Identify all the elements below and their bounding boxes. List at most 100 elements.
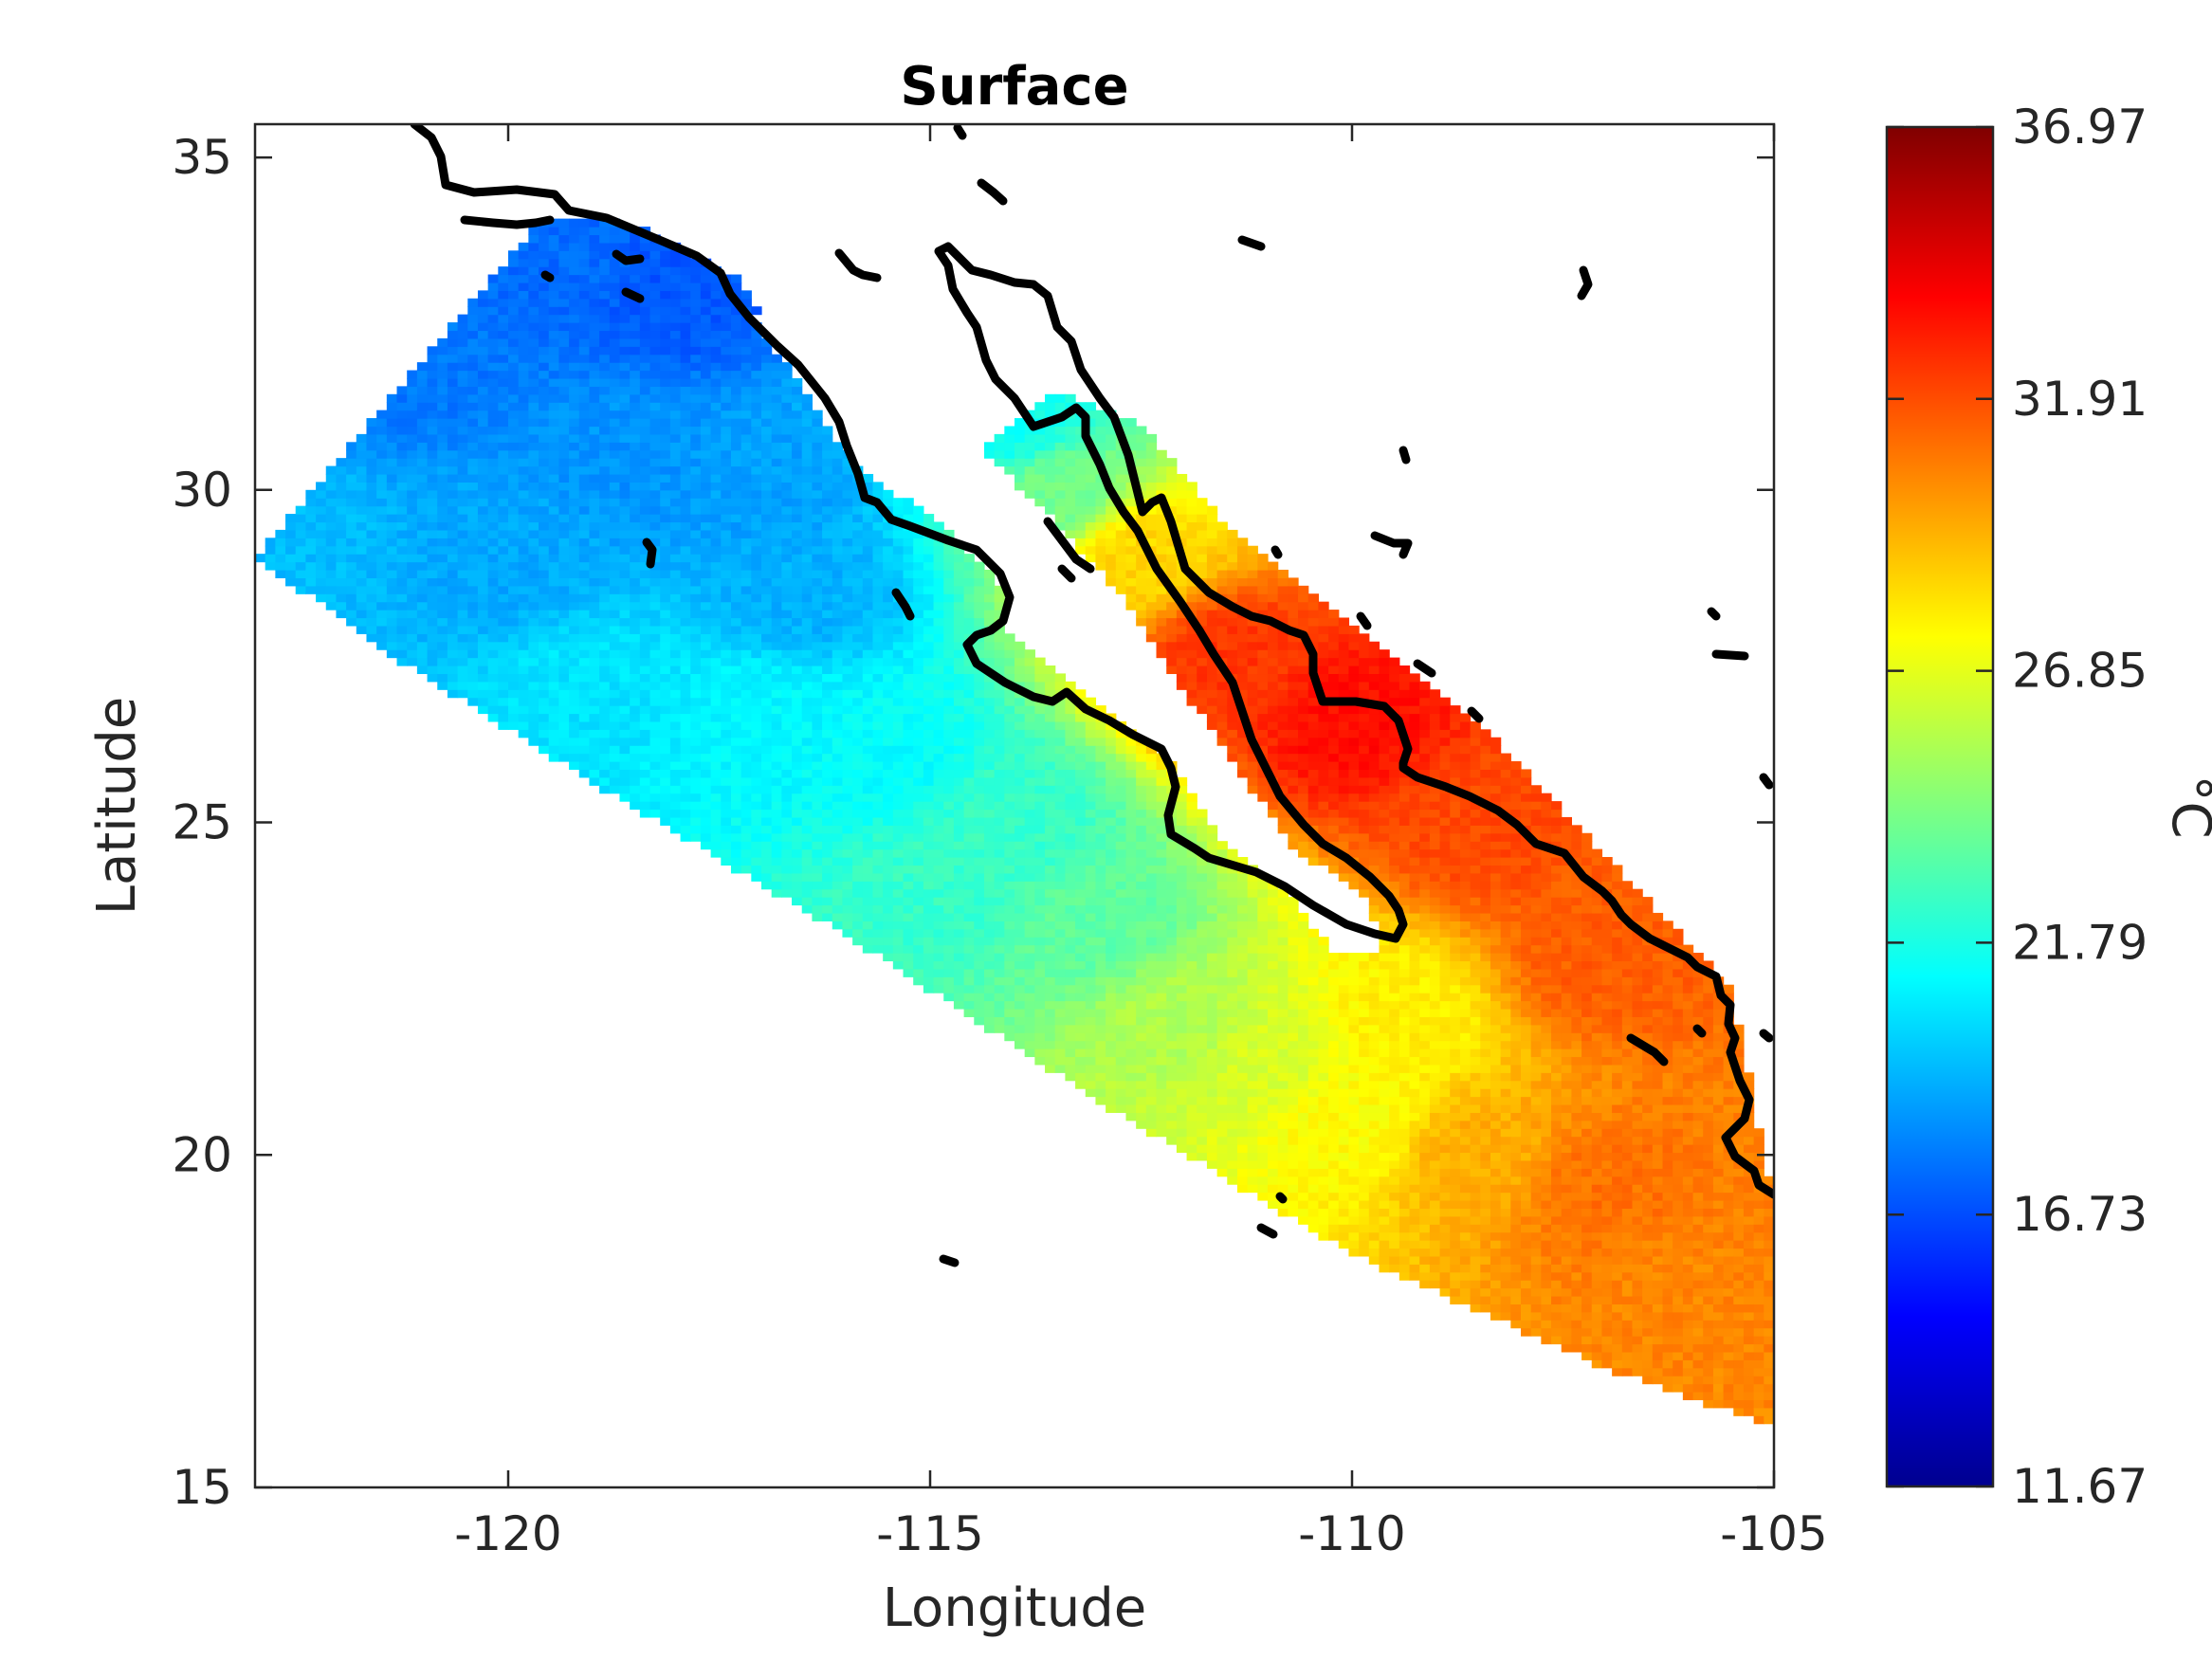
heatmap-cell — [852, 529, 864, 538]
heatmap-cell — [498, 577, 509, 587]
heatmap-cell — [822, 617, 833, 627]
heatmap-cell — [1136, 745, 1147, 755]
heatmap-cell — [923, 545, 935, 555]
heatmap-cell — [1075, 937, 1087, 946]
heatmap-cell — [619, 306, 631, 316]
heatmap-cell — [801, 865, 813, 874]
heatmap-cell — [792, 881, 803, 890]
heatmap-cell — [539, 330, 550, 339]
heatmap-cell — [710, 689, 722, 699]
heatmap-cell — [619, 234, 631, 244]
heatmap-cell — [1106, 442, 1117, 451]
heatmap-cell — [943, 809, 955, 818]
heatmap-cell — [832, 857, 844, 866]
heatmap-cell — [316, 498, 327, 507]
heatmap-cell — [974, 649, 985, 659]
heatmap-cell — [1095, 793, 1106, 802]
heatmap-cell — [1075, 1008, 1087, 1017]
heatmap-cell — [539, 737, 550, 746]
heatmap-cell — [710, 593, 722, 603]
heatmap-cell — [822, 697, 833, 706]
heatmap-cell — [1004, 960, 1015, 970]
heatmap-cell — [923, 705, 935, 715]
heatmap-cell — [994, 681, 1005, 690]
heatmap-cell — [862, 816, 874, 826]
heatmap-cell — [447, 393, 459, 403]
heatmap-cell — [589, 705, 600, 715]
heatmap-cell — [1075, 1048, 1087, 1058]
heatmap-cell — [548, 625, 559, 634]
heatmap-cell — [822, 745, 833, 755]
heatmap-cell — [842, 554, 853, 563]
heatmap-cell — [842, 697, 853, 706]
heatmap-cell — [933, 761, 944, 771]
heatmap-cell — [599, 290, 611, 300]
heatmap-cell — [700, 554, 712, 563]
heatmap-cell — [963, 921, 975, 930]
heatmap-cell — [883, 737, 894, 746]
heatmap-cell — [710, 801, 722, 811]
heatmap-cell — [487, 330, 499, 339]
heatmap-cell — [721, 402, 732, 411]
heatmap-cell — [771, 705, 782, 715]
heatmap-cell — [1095, 984, 1106, 994]
heatmap-cell — [660, 633, 671, 643]
heatmap-cell — [862, 737, 874, 746]
heatmap-cell — [710, 554, 722, 563]
heatmap-cell — [781, 761, 793, 771]
heatmap-cell — [649, 274, 661, 283]
heatmap-cell — [558, 458, 570, 467]
heatmap-cell — [558, 753, 570, 762]
heatmap-cell — [669, 785, 682, 794]
heatmap-cell — [1054, 928, 1066, 938]
heatmap-cell — [467, 545, 479, 555]
heatmap-cell — [792, 769, 803, 778]
heatmap-cell — [801, 505, 813, 515]
heatmap-cell — [963, 793, 975, 802]
heatmap-cell — [589, 521, 600, 531]
heatmap-cell — [943, 897, 955, 906]
heatmap-cell — [842, 713, 853, 722]
heatmap-cell — [903, 793, 914, 802]
heatmap-cell — [427, 665, 438, 675]
heatmap-cell — [508, 610, 520, 619]
heatmap-cell — [639, 377, 651, 387]
heatmap-cell — [1106, 1040, 1117, 1049]
heatmap-cell — [761, 545, 773, 555]
heatmap-cell — [275, 561, 286, 571]
heatmap-cell — [1004, 1000, 1015, 1010]
heatmap-cell — [710, 393, 722, 403]
heatmap-cell — [569, 282, 580, 291]
heatmap-cell — [974, 841, 985, 850]
heatmap-cell — [963, 610, 975, 619]
heatmap-cell — [539, 258, 550, 267]
heatmap-cell — [852, 649, 864, 659]
heatmap-cell — [1024, 465, 1035, 475]
heatmap-cell — [943, 545, 955, 555]
heatmap-cell — [721, 793, 732, 802]
heatmap-cell — [1075, 745, 1087, 755]
heatmap-cell — [1065, 505, 1076, 515]
heatmap-cell — [842, 912, 853, 921]
heatmap-cell — [467, 346, 479, 356]
heatmap-cell — [933, 617, 944, 627]
heatmap-cell — [1065, 793, 1076, 802]
heatmap-cell — [1004, 1008, 1015, 1017]
heatmap-cell — [721, 298, 732, 307]
heatmap-cell — [1075, 816, 1087, 826]
heatmap-cell — [761, 449, 773, 459]
heatmap-cell — [1106, 921, 1117, 930]
heatmap-cell — [1106, 801, 1117, 811]
heatmap-cell — [923, 689, 935, 699]
heatmap-cell — [589, 737, 600, 746]
heatmap-cell — [740, 720, 752, 730]
heatmap-cell — [498, 529, 509, 538]
heatmap-cell — [771, 785, 782, 794]
heatmap-cell — [994, 753, 1005, 762]
heatmap-cell — [619, 442, 631, 451]
heatmap-cell — [1136, 825, 1147, 834]
heatmap-cell — [376, 617, 388, 627]
heatmap-cell — [953, 649, 965, 659]
heatmap-cell — [883, 904, 894, 914]
heatmap-cell — [761, 633, 773, 643]
